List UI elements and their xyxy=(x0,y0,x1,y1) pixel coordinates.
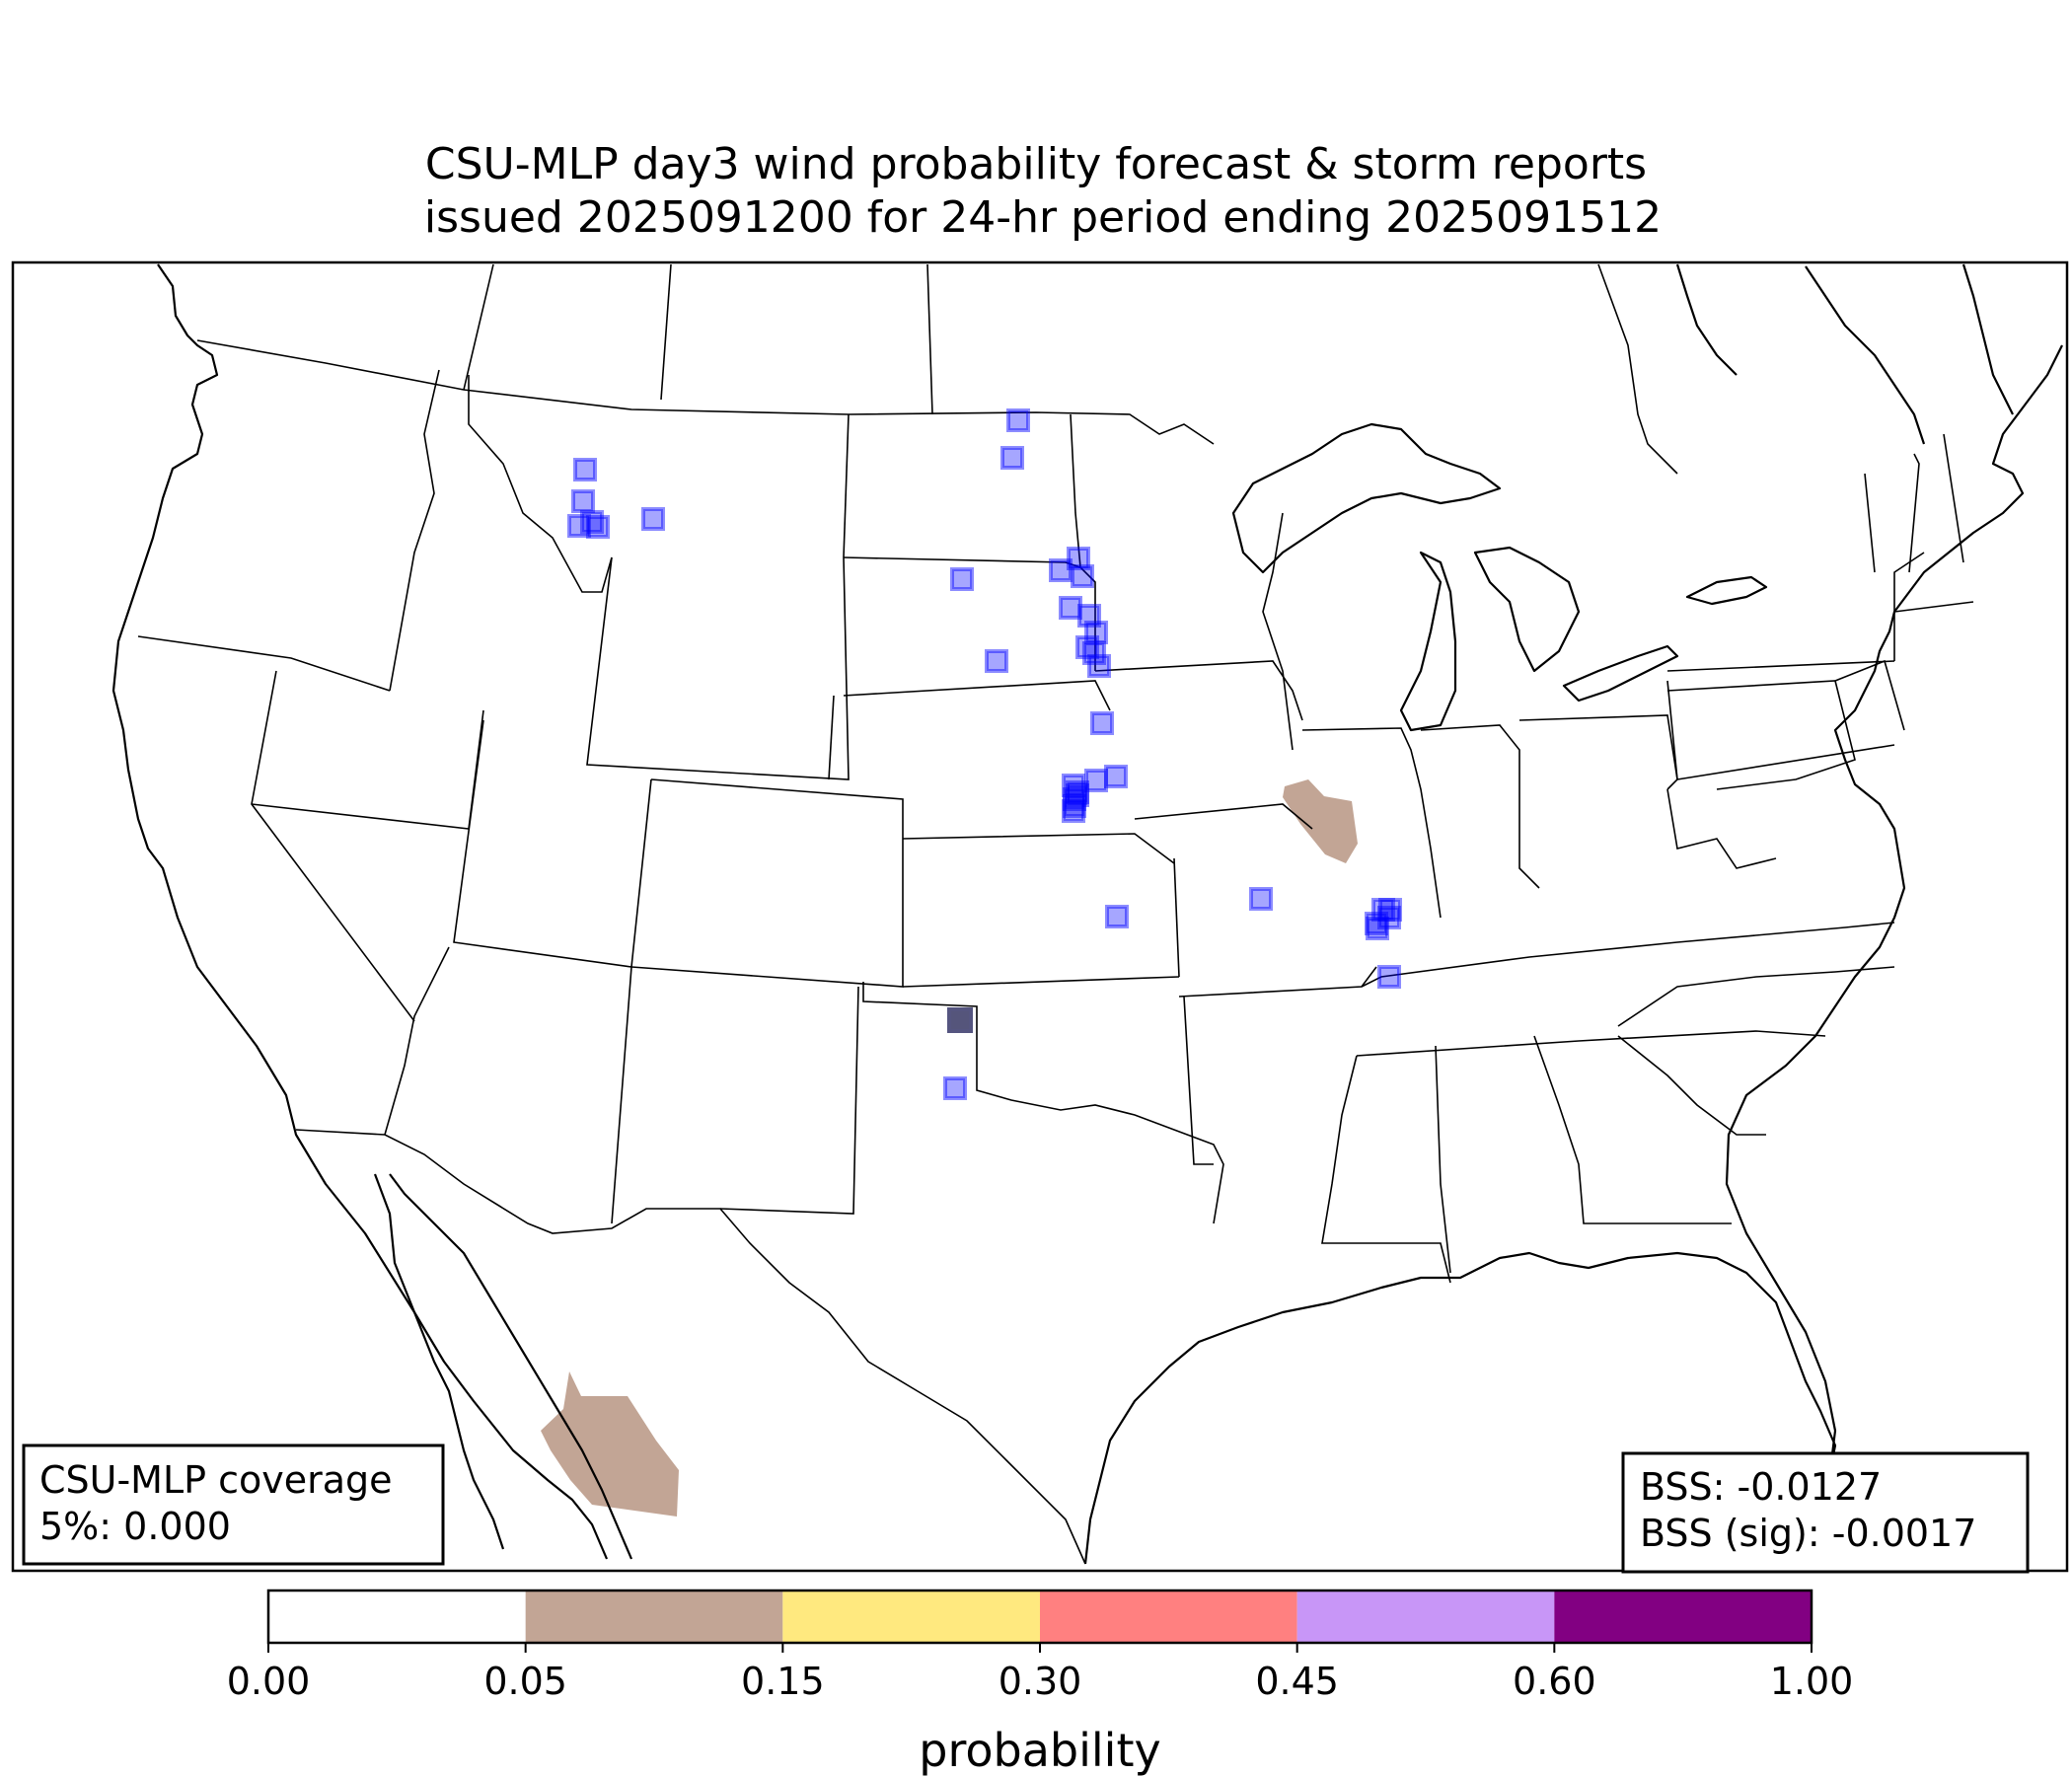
colorbar-label: probability xyxy=(919,1724,1160,1776)
storm-report-marker xyxy=(1082,641,1106,665)
coverage-box: CSU-MLP coverage 5%: 0.000 xyxy=(22,1443,445,1566)
forecast-area-mexico xyxy=(541,1371,679,1517)
storm-report-marker xyxy=(580,510,604,534)
storm-report-marker xyxy=(1377,906,1401,929)
storm-report-marker xyxy=(1059,596,1082,620)
storm-report-marker xyxy=(1000,446,1024,470)
storm-report-marker xyxy=(1377,965,1401,989)
storm-report-marker xyxy=(1087,654,1111,678)
colorbar-segment xyxy=(1554,1591,1812,1643)
storm-report-marker xyxy=(943,1076,967,1100)
title-line-2: issued 2025091200 for 24-hr period endin… xyxy=(409,192,1663,243)
storm-report-marker xyxy=(1378,898,1402,922)
storm-report-marker xyxy=(1071,564,1094,588)
coastline xyxy=(111,263,2063,1565)
forecast-area-illinois xyxy=(1283,779,1358,863)
coverage-box-frame xyxy=(22,1443,445,1566)
storm-report-marker xyxy=(985,649,1008,673)
storm-report-marker xyxy=(1366,917,1389,940)
bss-box: BSS: -0.0127 BSS (sig): -0.0017 xyxy=(1621,1451,2030,1574)
colorbar-segment xyxy=(525,1591,783,1643)
map-frame xyxy=(11,260,2069,1573)
storm-report-marker xyxy=(1090,711,1114,735)
storm-report-marker xyxy=(573,458,597,481)
storm-report-marker xyxy=(1006,408,1030,432)
storm-report-marker xyxy=(950,567,974,591)
storm-report-marker xyxy=(1067,547,1090,570)
colorbar-tick-label: 0.30 xyxy=(999,1660,1082,1703)
storm-report-marker xyxy=(1075,635,1099,659)
storm-report-marker xyxy=(1084,769,1108,792)
storm-report-marker xyxy=(1049,558,1073,582)
storm-report-marker xyxy=(1063,787,1086,811)
colorbar-segment xyxy=(1040,1591,1297,1643)
storm-report-marker xyxy=(1084,621,1108,644)
storm-report-marker xyxy=(1365,912,1388,935)
storm-report-marker xyxy=(1077,604,1101,628)
storm-report-marker xyxy=(1249,887,1273,911)
colorbar-segment xyxy=(268,1591,526,1643)
storm-report-marker xyxy=(1066,783,1089,807)
colorbar: probability 0.00 0.05 0.15 0.30 0.45 0.60 1.00 xyxy=(227,1589,1854,1776)
bss-box-frame xyxy=(1621,1451,2030,1574)
colorbar-tick-label: 0.05 xyxy=(483,1660,567,1703)
state-borders xyxy=(137,263,1974,1565)
significant-report-marker xyxy=(947,1007,973,1033)
storm-report-marker xyxy=(1063,794,1086,818)
coverage-line-1: CSU-MLP coverage xyxy=(39,1458,393,1502)
storm-reports xyxy=(567,408,1402,1100)
storm-report-marker xyxy=(1105,905,1129,928)
storm-report-marker xyxy=(1062,799,1085,823)
colorbar-tick-label: 1.00 xyxy=(1770,1660,1854,1703)
map-title: CSU-MLP day3 wind probability forecast &… xyxy=(0,138,2072,245)
storm-report-marker xyxy=(571,489,595,513)
storm-report-marker xyxy=(641,507,665,531)
colorbar-segment xyxy=(782,1591,1040,1643)
storm-report-marker xyxy=(567,514,591,538)
colorbar-tick-label: 0.60 xyxy=(1513,1660,1596,1703)
coverage-line-2: 5%: 0.000 xyxy=(39,1505,231,1548)
storm-report-marker xyxy=(586,515,610,539)
bss-line-2: BSS (sig): -0.0017 xyxy=(1640,1512,1976,1555)
title-line-1: CSU-MLP day3 wind probability forecast &… xyxy=(424,139,1648,189)
bss-line-1: BSS: -0.0127 xyxy=(1640,1465,1882,1509)
colorbar-tick-label: 0.15 xyxy=(741,1660,825,1703)
colorbar-tick-label: 0.45 xyxy=(1255,1660,1339,1703)
storm-report-marker xyxy=(1066,780,1089,804)
colorbar-segment xyxy=(1296,1591,1555,1643)
storm-report-marker xyxy=(1062,774,1085,797)
map-area xyxy=(111,263,2063,1565)
colorbar-tick-label: 0.00 xyxy=(227,1660,311,1703)
storm-report-marker xyxy=(1371,898,1395,922)
storm-report-marker xyxy=(1104,765,1128,788)
